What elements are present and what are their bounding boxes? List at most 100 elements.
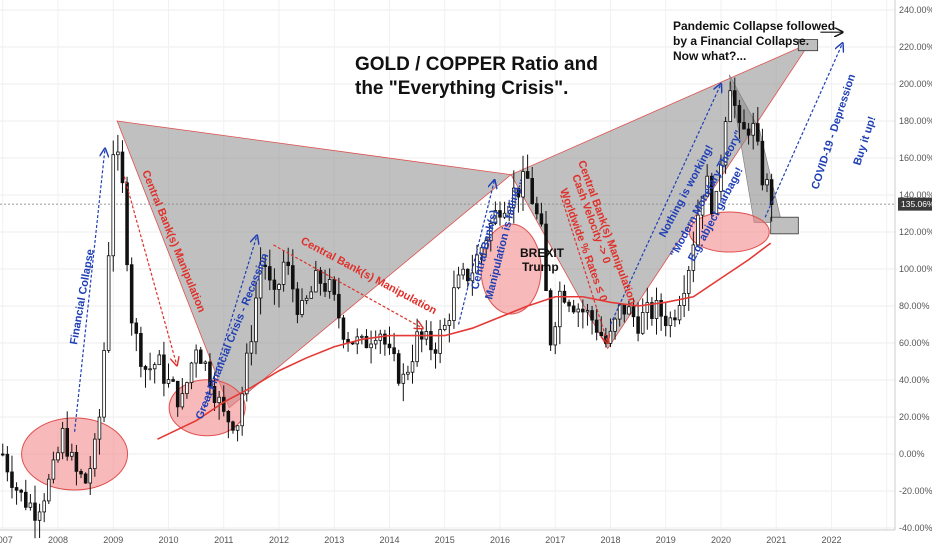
x-tick-label: 2009	[103, 535, 123, 545]
candle-up	[373, 340, 378, 345]
candle-down	[594, 319, 599, 333]
x-tick-label: 2010	[158, 535, 178, 545]
candle-up	[723, 121, 728, 166]
candle-up	[728, 90, 732, 123]
candle-down	[14, 487, 19, 491]
candle-up	[576, 308, 581, 313]
x-axis-labels: 2007 2008 2009 2010 2011 2012 2013 2014 2015 2016…	[0, 535, 841, 545]
candle-up	[719, 164, 723, 192]
candle-up	[304, 297, 309, 301]
candle-down	[544, 223, 548, 292]
candle-up	[56, 452, 60, 461]
candle-down	[332, 279, 337, 295]
candle-down	[465, 268, 470, 282]
candle-down	[433, 349, 438, 354]
candle-down	[79, 470, 83, 475]
candle-down	[171, 379, 175, 382]
trend-arrow-6	[560, 194, 608, 343]
candle-down	[212, 386, 217, 403]
annotation-pandemic-2: by a Financial Collapse.	[673, 34, 809, 48]
highlight-circle-4	[688, 211, 770, 253]
candle-up	[608, 330, 613, 344]
candle-up	[512, 187, 516, 208]
y-tick-label: 20.00%	[899, 412, 930, 422]
harmonic-triangle-1	[116, 120, 512, 409]
y-tick-label: 200.00%	[899, 79, 932, 89]
candle-up	[456, 274, 461, 289]
candle-down	[396, 353, 401, 384]
x-tick-label: 2012	[269, 535, 289, 545]
candle-down	[295, 288, 300, 315]
candle-up	[327, 279, 332, 292]
candle-down	[33, 502, 37, 521]
y-tick-label: 140.00%	[899, 190, 932, 200]
candle-down	[622, 304, 627, 315]
candle-up	[705, 175, 709, 197]
candle-down	[733, 90, 737, 106]
current-price-badge: 135.06%	[898, 197, 932, 211]
candle-down	[636, 316, 640, 334]
trend-arrow-2	[123, 176, 176, 366]
candle-up	[111, 154, 116, 257]
candle-up	[314, 270, 318, 293]
candle-down	[387, 343, 392, 349]
candle-down	[268, 266, 272, 281]
x-tick-label: 2017	[545, 535, 565, 545]
x-tick-label: 2014	[379, 535, 399, 545]
candle-up	[640, 312, 645, 334]
candle-up	[617, 304, 622, 320]
y-tick-label: 220.00%	[899, 42, 932, 52]
candle-up	[415, 331, 419, 363]
target-box-high	[797, 39, 819, 52]
candle-up	[37, 511, 42, 521]
candle-up	[157, 354, 162, 366]
candle-down	[318, 270, 323, 284]
candle-up	[470, 272, 475, 282]
candle-up	[116, 151, 120, 156]
annotation-pandemic-1: Pandemic Collapse followed	[673, 19, 835, 33]
candle-down	[383, 333, 387, 345]
y-tick-label: 120.00%	[899, 227, 932, 237]
candle-down	[535, 203, 539, 215]
y-axis-labels: 240.00% 220.00% 200.00% 180.00% 160.00% 140.0…	[899, 5, 932, 533]
chart-shapes	[21, 39, 819, 491]
candle-down	[737, 105, 742, 123]
candle-down	[74, 451, 79, 472]
candle-down	[139, 333, 143, 367]
trend-arrow-8	[764, 43, 842, 218]
candle-up	[751, 123, 755, 136]
candle-down	[323, 283, 327, 292]
candle-up	[203, 361, 208, 364]
candle-up	[488, 223, 493, 242]
candle-up	[93, 438, 97, 470]
candle-up	[461, 268, 465, 276]
candle-down	[663, 315, 668, 327]
y-tick-label: -40.00%	[899, 523, 932, 533]
x-tick-label: 2015	[435, 535, 455, 545]
candle-up	[42, 500, 46, 513]
candle-down	[631, 306, 636, 318]
x-tick-label: 2018	[600, 535, 620, 545]
x-tick-label: 2016	[490, 535, 510, 545]
candle-up	[447, 320, 452, 326]
candle-down	[581, 308, 585, 313]
candle-down	[134, 322, 139, 334]
candle-down	[742, 122, 746, 130]
candle-down	[659, 300, 663, 317]
candle-up	[645, 302, 650, 313]
candle-down	[567, 301, 571, 307]
candle-down	[19, 489, 23, 493]
candle-up	[166, 379, 171, 384]
candle-up	[309, 291, 314, 299]
candle-down	[429, 331, 433, 351]
candle-down	[673, 317, 677, 321]
candle-up	[521, 171, 525, 198]
candle-up	[696, 214, 700, 246]
candle-down	[516, 187, 521, 198]
x-tick-label: 2019	[656, 535, 676, 545]
candle-up	[714, 190, 719, 215]
y-tick-label: 160.00%	[899, 153, 932, 163]
candle-up	[235, 425, 240, 431]
annotation-brexit: BREXIT	[520, 246, 565, 260]
